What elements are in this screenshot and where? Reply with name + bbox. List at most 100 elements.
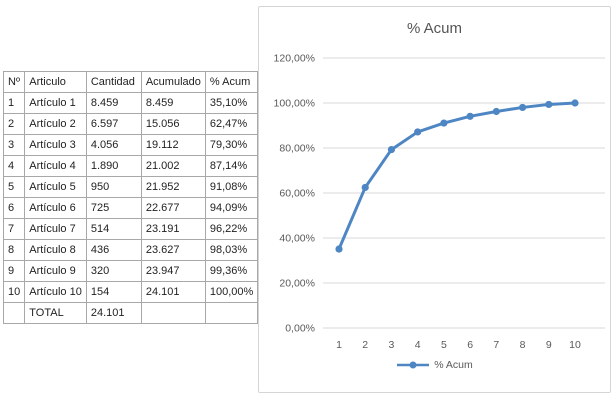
cell-n[interactable]: 6	[2, 197, 26, 219]
cell-pct[interactable]: 99,36%	[204, 260, 259, 282]
cell-pct[interactable]: 35,10%	[204, 92, 259, 114]
x-axis-tick-label: 6	[467, 339, 473, 351]
cell-articulo[interactable]: Artículo 6	[24, 197, 87, 219]
cell-n[interactable]: 3	[2, 134, 26, 156]
cell-pct[interactable]: 62,47%	[204, 113, 259, 135]
table-row: 2 Artículo 2 6.597 15.056 62,47%	[2, 113, 259, 135]
chart-plot-area: 0,00% 20,00% 40,00% 60,00% 80,00% 100,00% 120,…	[274, 53, 605, 351]
x-axis-tick-label: 10	[569, 339, 581, 351]
cell-n[interactable]: 4	[2, 155, 26, 177]
y-axis-tick-label: 20,00%	[279, 278, 315, 290]
cell-articulo[interactable]: Artículo 1	[24, 92, 87, 114]
acum-line-series	[337, 101, 577, 251]
x-axis-tick-label: 7	[493, 339, 499, 351]
cell-total-label[interactable]: TOTAL	[24, 302, 87, 324]
table-header-row: Nº Articulo Cantidad Acumulado % Acum	[2, 71, 259, 93]
table-row: 9 Artículo 9 320 23.947 99,36%	[2, 260, 259, 282]
table-row: 5 Artículo 5 950 21.952 91,08%	[2, 176, 259, 198]
cell-cantidad[interactable]: 4.056	[85, 134, 142, 156]
cell-pct[interactable]: 94,09%	[204, 197, 259, 219]
cell-acumulado[interactable]: 24.101	[140, 281, 206, 303]
x-axis-tick-label: 4	[415, 339, 421, 351]
cell-articulo[interactable]: Artículo 5	[24, 176, 87, 198]
cell-acumulado[interactable]: 23.627	[140, 239, 206, 261]
x-axis-tick-label: 3	[389, 339, 395, 351]
cell-acumulado[interactable]: 23.947	[140, 260, 206, 282]
cell-cantidad[interactable]: 154	[85, 281, 142, 303]
legend-label: % Acum	[434, 359, 473, 371]
cell-pct[interactable]: 79,30%	[204, 134, 259, 156]
cell-pct[interactable]: 91,08%	[204, 176, 259, 198]
cell-acumulado[interactable]: 21.002	[140, 155, 206, 177]
data-point-marker	[545, 100, 553, 109]
cell-articulo[interactable]: Artículo 9	[24, 260, 87, 282]
cell-articulo[interactable]: Artículo 4	[24, 155, 87, 177]
cell-articulo[interactable]: Artículo 7	[24, 218, 87, 240]
cell-acumulado[interactable]: 19.112	[140, 134, 206, 156]
y-axis-tick-label: 80,00%	[279, 143, 315, 155]
cell-acumulado[interactable]: 15.056	[140, 113, 206, 135]
cell-n[interactable]: 1	[2, 92, 26, 114]
cell-acumulado[interactable]: 8.459	[140, 92, 206, 114]
cell-pct[interactable]: 98,03%	[204, 239, 259, 261]
table-row: 4 Artículo 4 1.890 21.002 87,14%	[2, 155, 259, 177]
data-point-marker	[361, 183, 369, 192]
cell-cantidad[interactable]: 725	[85, 197, 142, 219]
header-cell-pct[interactable]: % Acum	[204, 71, 259, 93]
y-axis-tick-label: 40,00%	[279, 233, 315, 245]
y-axis-tick-label: 60,00%	[279, 188, 315, 200]
header-cell-n[interactable]: Nº	[2, 71, 26, 93]
data-point-marker	[518, 103, 527, 112]
cell-acumulado[interactable]: 23.191	[140, 218, 206, 240]
header-cell-articulo[interactable]: Articulo	[24, 71, 87, 93]
y-axis-tick-label: 120,00%	[274, 53, 315, 65]
cell-articulo[interactable]: Artículo 10	[24, 281, 87, 303]
cell-total-cantidad[interactable]: 24.101	[85, 302, 142, 324]
data-point-marker	[440, 119, 448, 127]
cell-n[interactable]: 5	[2, 176, 26, 198]
header-cell-acumulado[interactable]: Acumulado	[140, 71, 206, 93]
cell-articulo[interactable]: Artículo 8	[24, 239, 87, 261]
cell-pct[interactable]	[204, 302, 259, 324]
cell-cantidad[interactable]: 436	[85, 239, 142, 261]
cell-articulo[interactable]: Artículo 2	[24, 113, 87, 135]
table-row: 1 Artículo 1 8.459 8.459 35,10%	[2, 92, 259, 114]
cell-pct[interactable]: 87,14%	[204, 155, 259, 177]
cell-pct[interactable]: 96,22%	[204, 218, 259, 240]
cell-pct[interactable]: 100,00%	[204, 281, 259, 303]
cell-n[interactable]: 8	[2, 239, 26, 261]
cell-cantidad[interactable]: 514	[85, 218, 142, 240]
chart-title: % Acum	[406, 20, 463, 37]
cell-n[interactable]: 9	[2, 260, 26, 282]
cell-articulo[interactable]: Artículo 3	[24, 134, 87, 156]
acum-chart[interactable]: % Acum 0,00% 20,00% 40,00% 60,00% 80,00% 100,…	[258, 6, 611, 393]
x-axis-tick-label: 1	[336, 339, 342, 351]
data-point-marker	[571, 99, 579, 107]
x-axis-tick-label: 8	[520, 339, 526, 351]
cell-n[interactable]: 2	[2, 113, 26, 135]
cell-cantidad[interactable]: 6.597	[85, 113, 142, 135]
cell-n[interactable]: 7	[2, 218, 26, 240]
cell-acumulado[interactable]	[140, 302, 206, 324]
header-cell-cantidad[interactable]: Cantidad	[85, 71, 142, 93]
cell-acumulado[interactable]: 21.952	[140, 176, 206, 198]
cell-cantidad[interactable]: 950	[85, 176, 142, 198]
data-point-marker	[466, 112, 474, 120]
cell-acumulado[interactable]: 22.677	[140, 197, 206, 219]
x-axis-tick-label: 9	[546, 339, 552, 351]
y-axis-tick-label: 0,00%	[285, 323, 315, 335]
x-axis-tick-label: 2	[362, 339, 368, 351]
data-point-marker	[387, 145, 396, 154]
data-point-marker	[414, 128, 422, 136]
table-row: 8 Artículo 8 436 23.627 98,03%	[2, 239, 259, 261]
y-axis-tick-label: 100,00%	[274, 98, 315, 110]
cell-cantidad[interactable]: 8.459	[85, 92, 142, 114]
chart-legend: % Acum	[259, 359, 610, 371]
cell-cantidad[interactable]: 1.890	[85, 155, 142, 177]
cell-cantidad[interactable]: 320	[85, 260, 142, 282]
cell-n[interactable]	[2, 302, 26, 324]
cell-n[interactable]: 10	[2, 281, 26, 303]
table-row: 6 Artículo 6 725 22.677 94,09%	[2, 197, 259, 219]
